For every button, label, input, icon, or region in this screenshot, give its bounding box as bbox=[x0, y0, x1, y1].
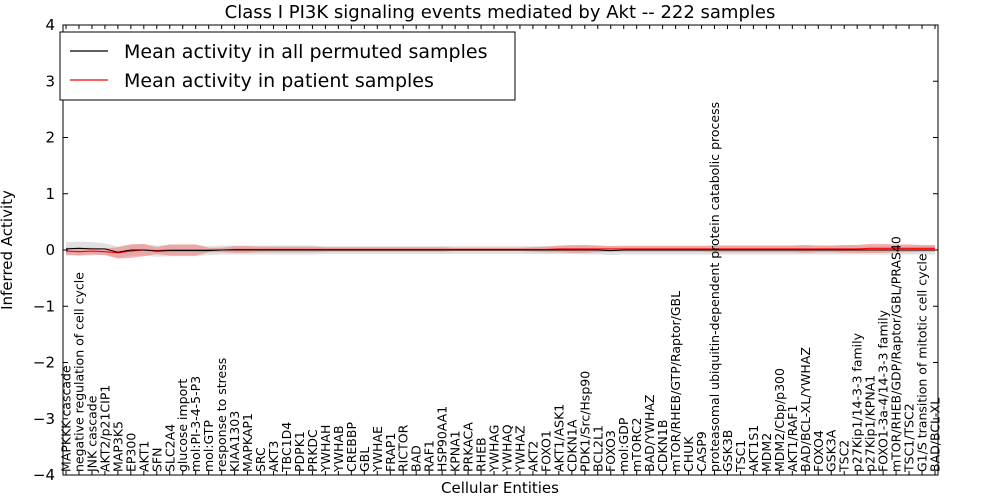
x-tick-label: KPNA1 bbox=[448, 430, 463, 472]
x-tick-label: BAD bbox=[409, 445, 424, 472]
x-tick-label: p27Kip1/KPNA1 bbox=[863, 375, 878, 472]
x-tick-label: G1/S transition of mitotic cell cycle bbox=[915, 253, 930, 472]
x-tick-label: AKT2 bbox=[525, 441, 540, 472]
x-tick-label: SLC2A4 bbox=[162, 424, 177, 472]
x-tick-label: CDKN1A bbox=[564, 419, 579, 472]
x-tick-label: negative regulation of cell cycle bbox=[71, 272, 86, 472]
x-tick-label: YWHAG bbox=[487, 425, 502, 473]
x-tick-label: FOXO1-3a-4/14-3-3 family bbox=[876, 309, 891, 472]
x-tick-label: PDK1/Src/Hsp90 bbox=[577, 371, 592, 472]
x-tick-label: PRKDC bbox=[305, 429, 320, 472]
x-tick-label: TSC2 bbox=[837, 440, 852, 473]
legend-label-permuted: Mean activity in all permuted samples bbox=[124, 41, 487, 63]
x-tick-label: AKT1 bbox=[136, 441, 151, 472]
x-tick-label: MDM2 bbox=[759, 433, 774, 472]
x-tick-label: PDPK1 bbox=[292, 431, 307, 472]
x-tick-label: mTORC2 bbox=[629, 418, 644, 472]
x-tick-label: MAPKKK cascade bbox=[59, 365, 74, 472]
x-tick-label: mol:GTP bbox=[201, 420, 216, 472]
legend: Mean activity in all permuted samples Me… bbox=[59, 31, 516, 101]
x-tick-label: JNK cascade bbox=[84, 395, 99, 473]
legend-box bbox=[59, 31, 516, 101]
x-tick-label: BAD/BCL-XL bbox=[928, 398, 943, 472]
band-patient bbox=[66, 243, 935, 259]
x-tick-label: RICTOR bbox=[396, 424, 411, 472]
x-tick-label: CREBBP bbox=[344, 422, 359, 472]
x-tick-label: YWHAE bbox=[370, 426, 385, 473]
x-tick-label: mTOR/RHEB/GTP/Raptor/GBL bbox=[668, 291, 683, 472]
x-tick-label: glucose import bbox=[175, 379, 190, 472]
x-tick-label: CASP9 bbox=[694, 431, 709, 472]
x-tick-label: CHUK bbox=[681, 436, 696, 472]
x-tick-label: TBC1D4 bbox=[279, 422, 294, 473]
x-tick-label: mol:PI-3-4-5-P3 bbox=[188, 376, 203, 472]
x-tick-label: YWHAZ bbox=[512, 425, 527, 473]
x-tick-label: BAD/YWHAZ bbox=[642, 395, 657, 472]
x-tick-label: proteasomal ubiquitin-dependent protein … bbox=[707, 102, 722, 472]
x-tick-label: RHEB bbox=[474, 437, 489, 472]
x-tick-label: EP300 bbox=[123, 433, 138, 472]
x-tick-label: KIAA1303 bbox=[227, 411, 242, 472]
y-tick-label: 4 bbox=[45, 16, 55, 34]
x-tick-label: RAF1 bbox=[422, 440, 437, 472]
y-axis-label: Inferred Activity bbox=[0, 190, 16, 310]
x-tick-label: p27Kip1/14-3-3 family bbox=[850, 332, 865, 472]
x-tick-label: BCL2L1 bbox=[590, 425, 605, 472]
x-tick-label: FOXO1 bbox=[538, 430, 553, 472]
x-tick-label: YWHAB bbox=[331, 425, 346, 473]
x-tick-label: TSC1/TSC2 bbox=[902, 403, 917, 473]
x-tick-label: FOXO3 bbox=[603, 430, 618, 472]
x-tick-label: GBL bbox=[357, 447, 372, 472]
x-tick-label: AKT1/ASK1 bbox=[551, 404, 566, 472]
chart-title: Class I PI3K signaling events mediated b… bbox=[225, 2, 776, 23]
x-tick-label: AKT1S1 bbox=[746, 425, 761, 472]
x-tick-label: AKT1/RAF1 bbox=[785, 405, 800, 472]
x-tick-label: MAPKAP1 bbox=[240, 413, 255, 472]
x-tick-label: mol:GDP bbox=[616, 417, 631, 472]
x-tick-label: PRKACA bbox=[461, 422, 476, 472]
x-tick-label: GSK3B bbox=[720, 430, 735, 472]
x-tick-label: FRAP1 bbox=[383, 433, 398, 472]
y-tick-label: 1 bbox=[45, 185, 55, 203]
series-line-permuted bbox=[65, 247, 935, 253]
x-axis-label: Cellular Entities bbox=[441, 479, 559, 497]
x-tick-label: SRC bbox=[253, 447, 268, 472]
x-tick-label: MAP3K5 bbox=[110, 421, 125, 472]
x-tick-label: GSK3A bbox=[824, 429, 839, 472]
x-tick-label: CDKN1B bbox=[655, 420, 670, 472]
x-tick-label: AKT3 bbox=[266, 441, 281, 472]
x-tick-label: YWHAQ bbox=[499, 424, 514, 473]
y-tick-label: −1 bbox=[33, 297, 55, 315]
x-tick-label: TSC1 bbox=[733, 440, 748, 473]
x-tick-label: AKT2/p21CIP1 bbox=[97, 385, 112, 472]
y-tick-label: 3 bbox=[45, 72, 55, 90]
y-tick-label: −2 bbox=[33, 354, 55, 372]
x-tick-label: HSP90AA1 bbox=[435, 406, 450, 472]
x-tick-label: mTOR/RHEB/GDP/Raptor/GBL/PRAS40 bbox=[889, 236, 904, 472]
y-tick-label: 2 bbox=[45, 129, 55, 147]
y-tick-label: −4 bbox=[33, 466, 55, 484]
x-tick-label: FOXO4 bbox=[811, 430, 826, 472]
x-tick-label: BAD/BCL-XL/YWHAZ bbox=[798, 347, 813, 472]
x-tick-label: YWHAH bbox=[318, 425, 333, 473]
legend-label-patient: Mean activity in patient samples bbox=[124, 70, 434, 92]
y-tick-label: −3 bbox=[33, 410, 55, 428]
x-tick-label: MDM2/Cbp/p300 bbox=[772, 368, 787, 472]
x-tick-label: SFN bbox=[149, 448, 164, 472]
x-tick-label: response to stress bbox=[214, 358, 229, 472]
y-tick-label: 0 bbox=[45, 241, 55, 259]
